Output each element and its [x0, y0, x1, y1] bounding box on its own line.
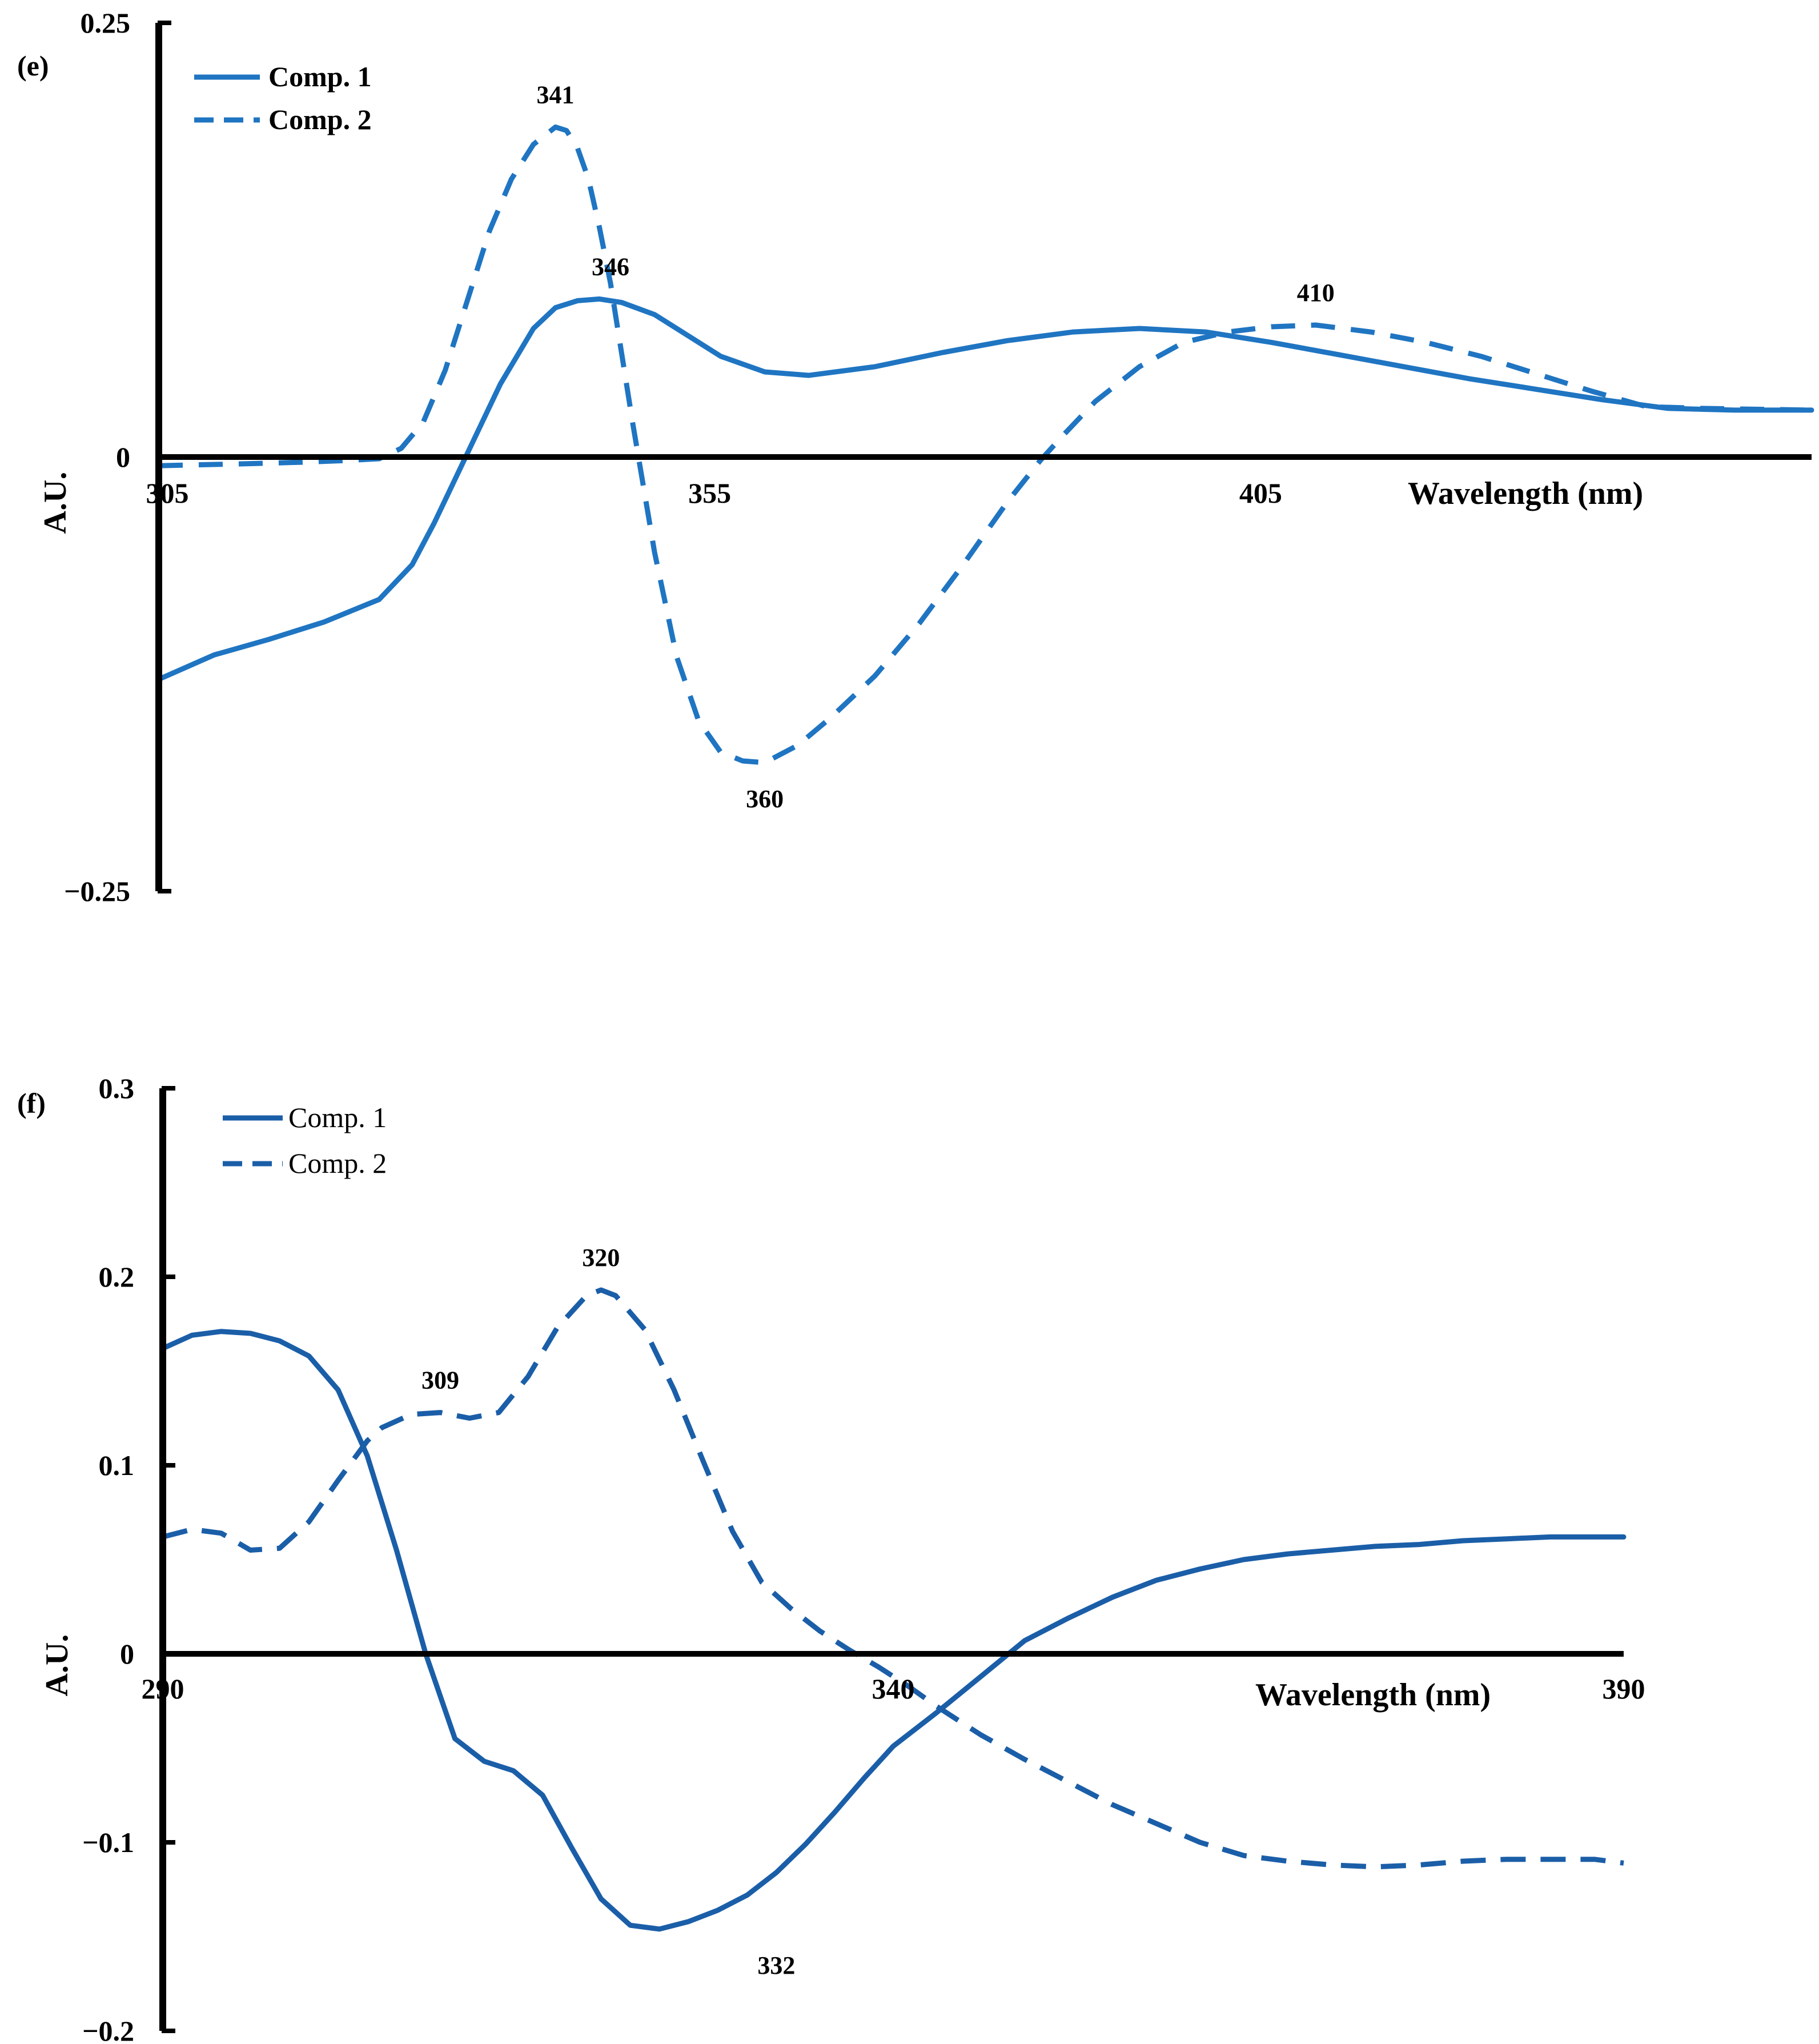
- series-line-comp-1: [160, 1329, 1627, 1932]
- chart-panel-f: 0.3 0.2 0.1 0 −0.1 −0.2 290 340 390 Wavelength (n…: [17, 1072, 1645, 2044]
- y-tick-label: −0.2: [82, 2015, 134, 2044]
- peak-annotation: 346: [592, 253, 629, 280]
- y-axis-title: A.U.: [39, 1634, 75, 1697]
- legend-label-comp-2: Comp. 2: [268, 103, 372, 135]
- panel-label: (f): [17, 1087, 46, 1119]
- series-line-comp-2: [158, 124, 1812, 766]
- legend-label-comp-1: Comp. 1: [288, 1101, 387, 1133]
- chart-panel-e: 0.25 0 −0.25 305 355 405 Wavelength (nm) A.U. (e…: [17, 7, 1814, 907]
- peak-annotation: 320: [582, 1244, 620, 1272]
- y-tick-label: 0.3: [99, 1072, 135, 1104]
- x-tick-label: 305: [146, 477, 189, 509]
- x-axis-title: Wavelength (nm): [1255, 1677, 1491, 1713]
- x-tick-label: 340: [872, 1673, 915, 1705]
- peak-annotation: 332: [757, 1951, 795, 1979]
- x-tick-label: 405: [1239, 477, 1282, 509]
- x-tick-label: 390: [1603, 1673, 1645, 1705]
- y-tick-label: 0.25: [81, 7, 131, 39]
- legend: Comp. 1 Comp. 2: [223, 1101, 387, 1179]
- y-tick-label: 0.2: [99, 1261, 135, 1293]
- legend-label-comp-2: Comp. 2: [288, 1147, 387, 1179]
- y-tick-label: −0.25: [64, 875, 130, 907]
- x-axis-title: Wavelength (nm): [1408, 476, 1643, 511]
- y-tick-label: 0: [116, 441, 130, 473]
- y-axis-title: A.U.: [38, 472, 73, 534]
- x-tick-label: 290: [142, 1673, 184, 1705]
- y-tick-label: 0.1: [99, 1449, 135, 1481]
- series-line-comp-2: [162, 1287, 1624, 1870]
- panel-label: (e): [17, 50, 49, 82]
- series-line-comp-1: [156, 296, 1814, 682]
- x-tick-label: 355: [688, 477, 731, 509]
- peak-annotation: 410: [1297, 279, 1335, 307]
- y-tick-label: −0.1: [82, 1826, 134, 1858]
- peak-annotation: 309: [421, 1366, 459, 1394]
- peak-annotation: 341: [537, 81, 575, 109]
- y-tick-label: 0: [120, 1638, 134, 1670]
- legend: Comp. 1 Comp. 2: [194, 61, 372, 135]
- peak-annotation: 360: [746, 785, 784, 813]
- legend-label-comp-1: Comp. 1: [268, 61, 372, 93]
